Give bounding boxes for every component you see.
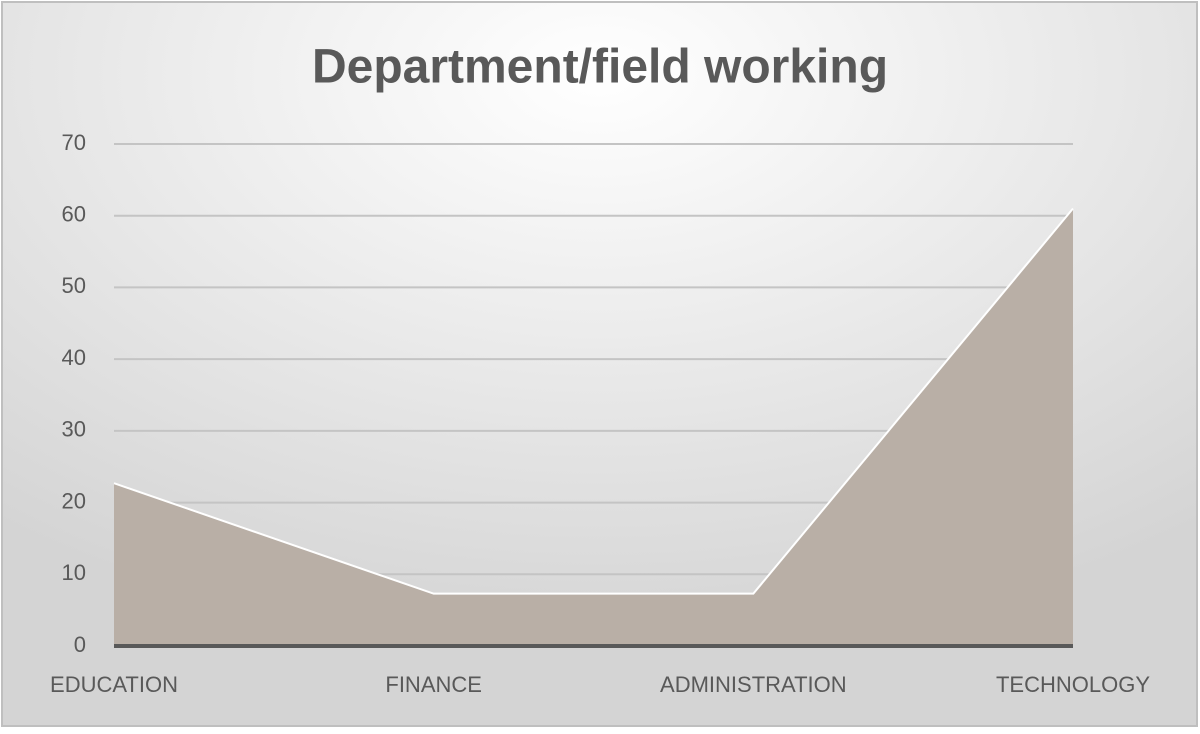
y-tick-label: 10 (62, 560, 86, 585)
x-tick-label: EDUCATION (50, 672, 178, 697)
y-tick-label: 70 (62, 130, 86, 155)
y-tick-label: 50 (62, 273, 86, 298)
area-edge (113, 207, 1074, 595)
y-tick-label: 60 (62, 202, 86, 227)
y-tick-label: 30 (62, 417, 86, 442)
y-tick-label: 20 (62, 488, 86, 513)
x-tick-label: ADMINISTRATION (660, 672, 847, 697)
x-tick-label: FINANCE (385, 672, 482, 697)
area (114, 208, 1073, 647)
chart-title: Department/field working (312, 41, 888, 94)
marks (113, 207, 1074, 647)
x-tick-label: TECHNOLOGY (996, 672, 1150, 697)
y-tick-label: 40 (62, 345, 86, 370)
y-tick-label: 0 (74, 632, 86, 657)
